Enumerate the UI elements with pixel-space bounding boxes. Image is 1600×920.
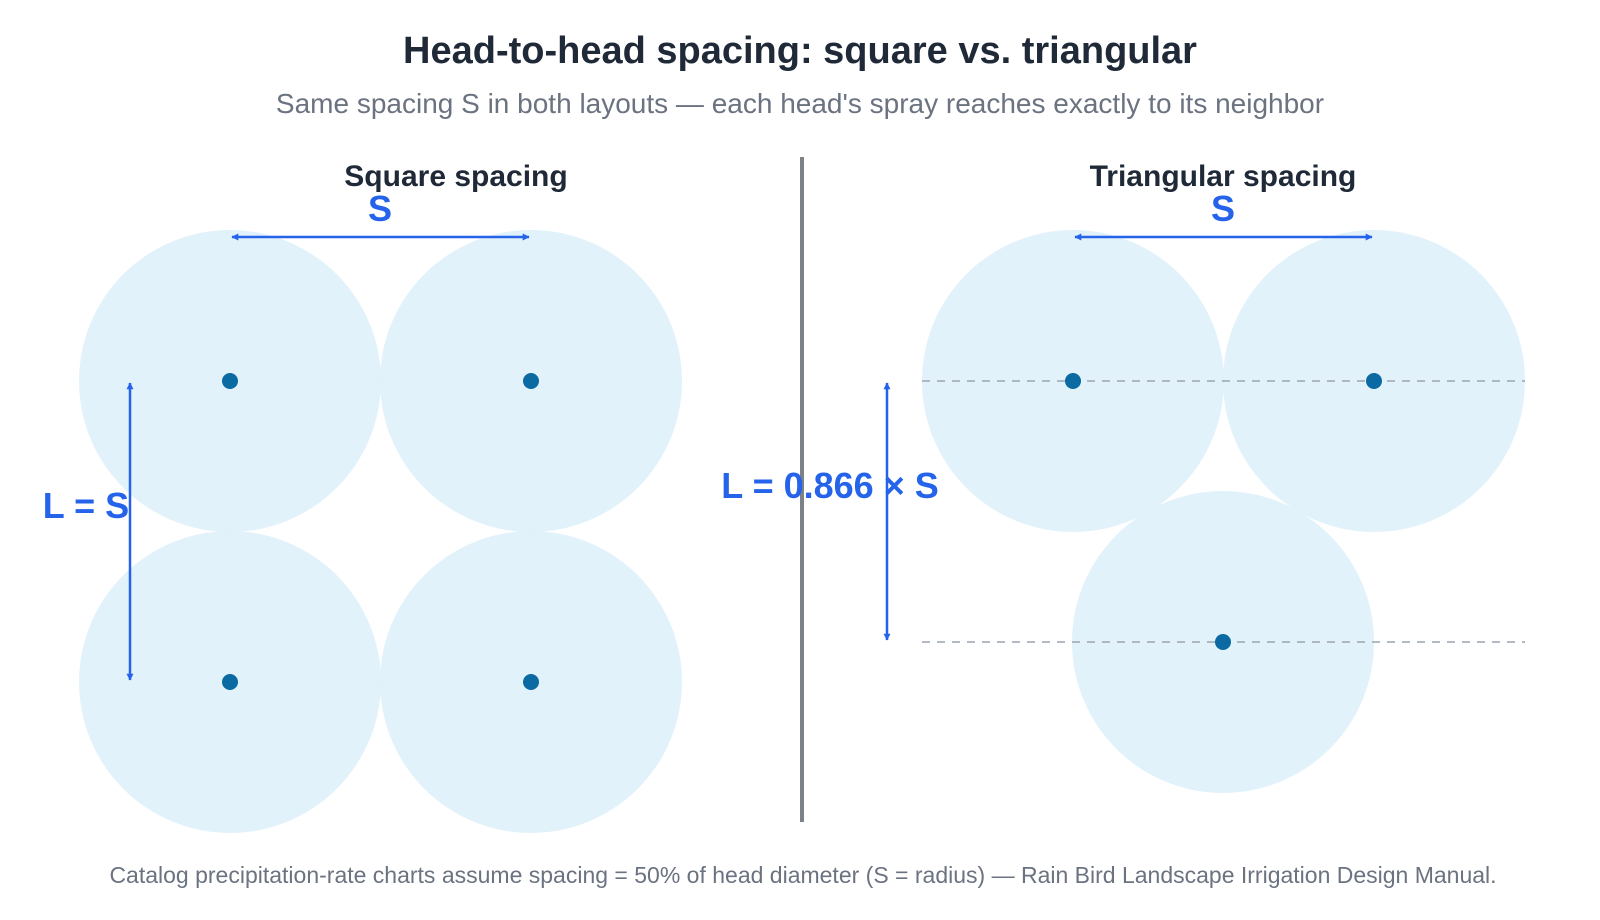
- sprinkler-head: [523, 373, 539, 389]
- square-row-spacing-label: L = S: [43, 485, 129, 526]
- sprinkler-head: [1215, 634, 1231, 650]
- sprinkler-head: [1065, 373, 1081, 389]
- triangular-spacing-panel: Triangular spacing S L = 0.866 × S: [721, 160, 1525, 793]
- sprinkler-head: [222, 674, 238, 690]
- square-spacing-label: S: [368, 188, 392, 229]
- triangular-row-spacing-label: L = 0.866 × S: [721, 465, 939, 506]
- sprinkler-head: [222, 373, 238, 389]
- diagram-title: Head-to-head spacing: square vs. triangu…: [403, 30, 1197, 72]
- triangular-spacing-label: S: [1211, 188, 1235, 229]
- sprinkler-head: [1366, 373, 1382, 389]
- square-panel-title: Square spacing: [344, 160, 567, 193]
- sprinkler-head: [523, 674, 539, 690]
- footnote: Catalog precipitation-rate charts assume…: [109, 862, 1496, 888]
- diagram-subtitle: Same spacing S in both layouts — each he…: [276, 88, 1324, 119]
- triangular-panel-title: Triangular spacing: [1090, 160, 1357, 193]
- square-spacing-panel: Square spacing S L = S: [43, 160, 682, 833]
